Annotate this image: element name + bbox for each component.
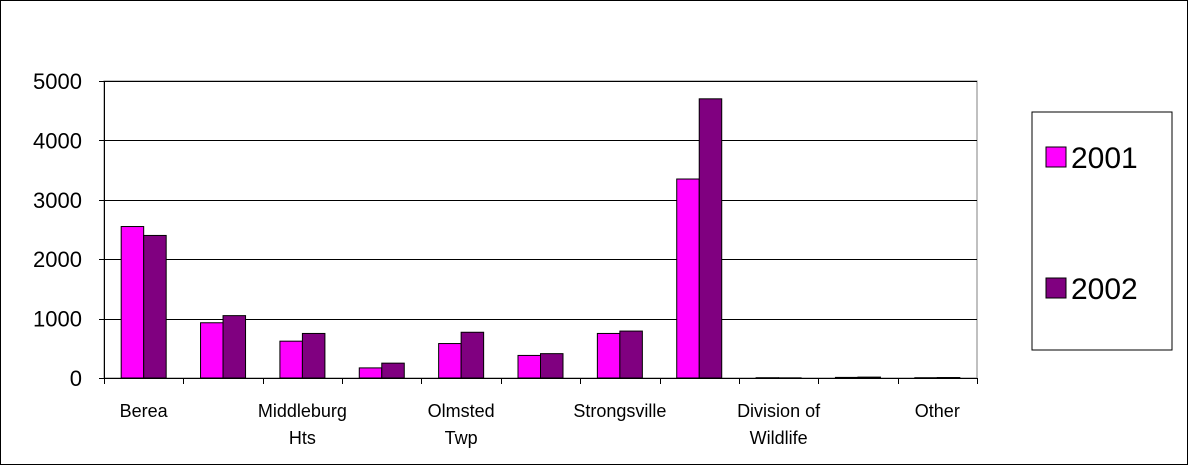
bar-2002-6 bbox=[619, 330, 643, 379]
y-tick-label-2000: 2000 bbox=[33, 247, 82, 272]
x-tick-label-8-1: Wildlife bbox=[750, 428, 808, 448]
bar-2001-3 bbox=[358, 367, 383, 379]
bar-2001-2 bbox=[279, 340, 303, 379]
bar-2001-7 bbox=[676, 178, 700, 379]
grid-lines bbox=[104, 81, 977, 320]
y-tick-label-0: 0 bbox=[70, 366, 82, 391]
legend-label-2002: 2002 bbox=[1071, 273, 1138, 306]
bar-2002-5 bbox=[540, 353, 564, 379]
x-tick-label-4-1: Twp bbox=[445, 428, 478, 448]
x-tick-label-10-0: Other bbox=[915, 401, 960, 421]
x-tick-label-0-0: Berea bbox=[120, 401, 169, 421]
legend: 2001 2002 bbox=[1031, 111, 1173, 351]
bar-2002-1 bbox=[222, 315, 247, 379]
y-tick-label-4000: 4000 bbox=[33, 128, 82, 153]
x-tick-label-8-0: Division of bbox=[737, 401, 821, 421]
x-tick-label-2-1: Hts bbox=[289, 428, 316, 448]
legend-label-2001: 2001 bbox=[1071, 142, 1138, 175]
bar-2002-10 bbox=[936, 377, 961, 379]
bar-2001-9 bbox=[834, 376, 859, 379]
bar-2002-2 bbox=[301, 332, 326, 379]
axes bbox=[99, 81, 978, 384]
y-tick-label-3000: 3000 bbox=[33, 188, 82, 213]
bar-2002-3 bbox=[381, 362, 405, 379]
bar-2002-7 bbox=[698, 98, 723, 379]
bar-2002-9 bbox=[857, 376, 881, 379]
x-tick-label-6-0: Strongsville bbox=[573, 401, 666, 421]
plot-area bbox=[103, 80, 978, 379]
legend-swatch-2001 bbox=[1045, 146, 1067, 168]
bar-2001-4 bbox=[438, 343, 462, 379]
bar-2002-0 bbox=[143, 234, 167, 379]
x-tick-label-4-0: Olmsted bbox=[428, 401, 495, 421]
bar-2001-0 bbox=[120, 226, 145, 379]
bar-2001-5 bbox=[517, 354, 541, 379]
y-tick-label-5000: 5000 bbox=[33, 69, 82, 94]
x-tick-labels: Berea Middleburg Hts Olmsted Twp Strongsville… bbox=[120, 401, 960, 448]
y-tick-labels: 0 1000 2000 3000 4000 5000 bbox=[33, 69, 82, 391]
bar-2001-6 bbox=[596, 332, 621, 379]
x-tick-label-2-0: Middleburg bbox=[258, 401, 347, 421]
y-tick-label-1000: 1000 bbox=[33, 307, 82, 332]
legend-swatch-2002 bbox=[1045, 277, 1067, 299]
bar-2002-4 bbox=[460, 331, 485, 379]
bar-2001-1 bbox=[200, 322, 224, 379]
